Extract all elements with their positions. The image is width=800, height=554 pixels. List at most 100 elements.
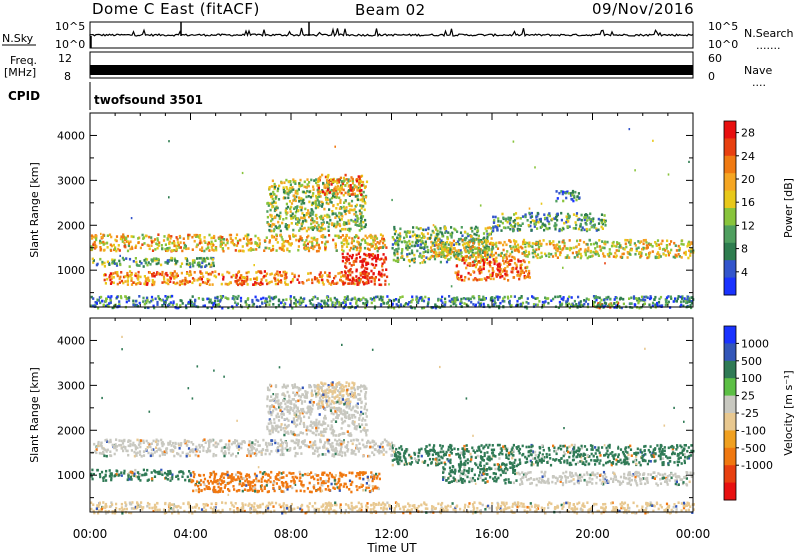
power-region-10 [555, 189, 581, 203]
velocity-region-7 [517, 470, 695, 487]
velocity-region-2 [190, 470, 381, 494]
power-y-tick-2: 3000 [57, 174, 85, 187]
nsearch-tick-top: 10^5 [708, 20, 738, 33]
velocity-y-tick-0: 1000 [57, 469, 85, 482]
nave-tick-bottom: 0 [708, 70, 715, 83]
power-colorbar-tick-2: 12 [741, 219, 755, 232]
velocity-colorbar-swatch-8 [724, 465, 736, 484]
velocity-y-tick-3: 4000 [57, 334, 85, 347]
velocity-colorbar-swatch-9 [724, 482, 736, 501]
power-region-0 [90, 233, 388, 253]
power-colorbar-tick-5: 24 [741, 150, 755, 163]
power-colorbar-swatch-9 [724, 277, 736, 296]
velocity-colorbar-swatch-0 [724, 326, 736, 344]
velocity-region-6 [442, 464, 519, 485]
power-colorbar-tick-0: 4 [741, 266, 748, 279]
velocity-colorbar-tick-5: -100 [741, 424, 766, 437]
velocity-colorbar-swatch-4 [724, 395, 736, 414]
nave-label: Nave [744, 64, 772, 77]
velocity-colorbar-tick-2: 100 [741, 372, 762, 385]
nsky-strip: N.Sky 10^5 10^0 10^5 10^0 N.Search .....… [2, 20, 794, 52]
velocity-data-cells [90, 335, 695, 515]
power-colorbar-tick-6: 28 [741, 127, 755, 140]
power-panel: 1000 2000 3000 4000 Slant Range [km] 4 8 12 16 20… [28, 112, 795, 310]
freq-unit-label: [MHz] [4, 66, 36, 79]
x-tick-2: 08:00 [274, 527, 309, 541]
velocity-colorbar-swatch-6 [724, 430, 736, 449]
beam-label: Beam 02 [355, 1, 426, 19]
power-colorbar-swatch-0 [724, 121, 736, 139]
power-colorbar-swatch-1 [724, 138, 736, 157]
power-colorbar-swatch-3 [724, 173, 736, 192]
nsearch-dots: ....... [756, 39, 780, 52]
velocity-colorbar-tick-7: -1000 [741, 459, 773, 472]
power-region-1 [91, 256, 215, 269]
x-axis: 00:00 04:00 08:00 12:00 16:00 20:00 00:00 [73, 527, 711, 541]
power-colorbar-label: Power [dB] [782, 178, 795, 238]
power-colorbar-swatch-2 [724, 155, 736, 174]
freq-tick-bottom: 8 [64, 70, 71, 83]
velocity-y-tick-1: 2000 [57, 424, 85, 437]
x-tick-4: 16:00 [475, 527, 510, 541]
velocity-colorbar-swatch-7 [724, 447, 736, 466]
velocity-region-4 [316, 381, 356, 406]
power-region-5 [341, 252, 389, 287]
nave-tick-top: 60 [708, 52, 722, 65]
power-colorbar-tick-4: 20 [741, 173, 755, 186]
velocity-y-axis-title: Slant Range [km] [28, 367, 41, 463]
power-colorbar-tick-1: 8 [741, 243, 748, 256]
power-region-9 [492, 211, 607, 233]
power-colorbar-swatch-5 [724, 208, 736, 226]
power-y-tick-0: 1000 [57, 264, 85, 277]
nsky-trace [89, 27, 694, 38]
velocity-colorbar: 1000 500 100 25 -25 -100 -500 -1000 Velocity [m … [723, 325, 795, 501]
power-colorbar-swatch-7 [724, 242, 736, 261]
power-y-tick-3: 4000 [57, 129, 85, 142]
velocity-region-3 [266, 383, 369, 438]
chart-title: Dome C East (fitACF) [92, 0, 260, 18]
nsky-tick-top: 10^5 [55, 20, 85, 33]
x-axis-title: Time UT [366, 541, 417, 554]
freq-strip: Freq. [MHz] 12 8 60 0 Nave .... [4, 51, 772, 89]
velocity-region-8 [90, 501, 695, 515]
velocity-colorbar-tick-3: 25 [741, 390, 755, 403]
nave-dots: .... [752, 76, 766, 89]
power-region-7 [429, 238, 695, 260]
velocity-y-tick-2: 3000 [57, 379, 85, 392]
velocity-panel: 1000 2000 3000 4000 Slant Range [km] 1000 500 1… [28, 317, 795, 515]
power-data-cells [90, 128, 695, 310]
velocity-colorbar-swatch-2 [724, 360, 736, 379]
cpid-strip: CPID twofsound 3501 [8, 82, 203, 110]
power-region-2 [103, 270, 368, 287]
cpid-value: twofsound 3501 [94, 93, 203, 107]
velocity-colorbar-swatch-1 [724, 343, 736, 362]
nsky-label: N.Sky [2, 32, 34, 45]
x-tick-1: 04:00 [173, 527, 208, 541]
velocity-colorbar-tick-4: -25 [741, 407, 759, 420]
frequency-band [90, 65, 693, 75]
nsky-tick-bottom: 10^0 [55, 38, 85, 51]
velocity-colorbar-tick-1: 500 [741, 355, 762, 368]
freq-tick-top: 12 [58, 52, 72, 65]
power-colorbar-swatch-8 [724, 260, 736, 279]
nsearch-label: N.Search [744, 27, 794, 40]
power-region-4 [316, 173, 364, 197]
velocity-region-1 [90, 468, 193, 483]
velocity-colorbar-tick-0: 1000 [741, 337, 769, 350]
x-tick-0: 00:00 [73, 527, 108, 541]
velocity-region-0 [91, 438, 394, 458]
power-y-axis-title: Slant Range [km] [28, 162, 41, 258]
x-tick-3: 12:00 [374, 527, 409, 541]
velocity-colorbar-tick-6: -500 [741, 442, 766, 455]
x-tick-5: 20:00 [575, 527, 610, 541]
power-colorbar-swatch-4 [724, 190, 736, 209]
velocity-region-5 [391, 443, 695, 467]
power-colorbar: 4 8 12 16 20 24 28 Power [dB] [723, 120, 795, 296]
x-tick-6: 00:00 [676, 527, 711, 541]
velocity-colorbar-swatch-5 [724, 413, 736, 431]
power-frame [89, 112, 694, 308]
velocity-colorbar-swatch-3 [724, 378, 736, 397]
power-colorbar-swatch-6 [724, 225, 736, 244]
power-region-8 [454, 256, 531, 282]
